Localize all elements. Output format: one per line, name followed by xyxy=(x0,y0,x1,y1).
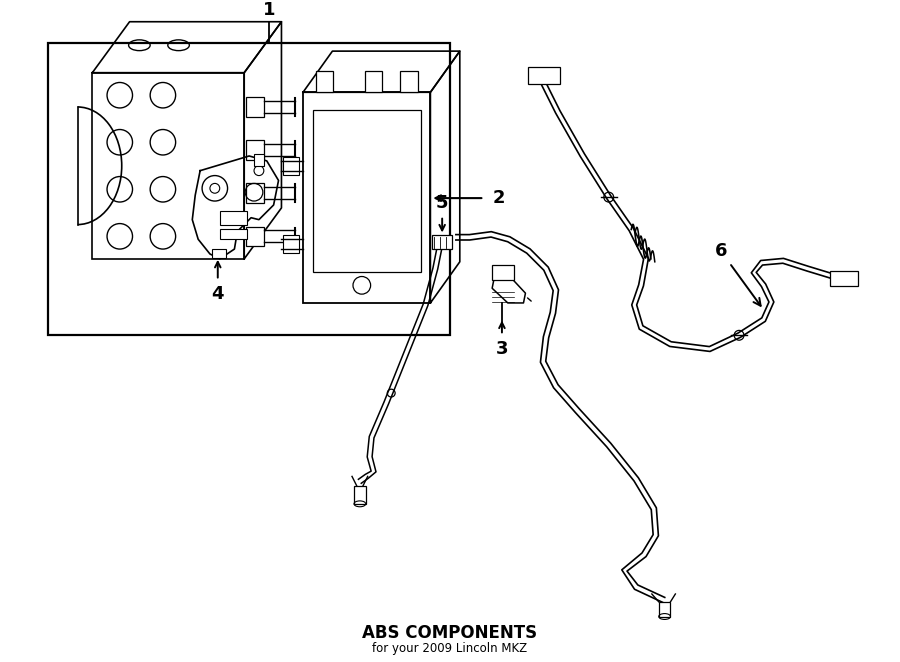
Text: for your 2009 Lincoln MKZ: for your 2009 Lincoln MKZ xyxy=(373,642,527,655)
Bar xyxy=(247,140,264,160)
Text: 4: 4 xyxy=(212,285,224,303)
Bar xyxy=(49,43,450,335)
Text: 1: 1 xyxy=(263,1,275,19)
Bar xyxy=(316,71,333,92)
Bar xyxy=(93,73,244,259)
Text: 2: 2 xyxy=(493,189,506,207)
Bar xyxy=(492,265,514,281)
Bar xyxy=(220,230,248,239)
Bar xyxy=(247,97,264,117)
Bar xyxy=(284,236,299,253)
Bar xyxy=(830,271,858,286)
Text: ABS COMPONENTS: ABS COMPONENTS xyxy=(363,624,537,642)
Bar xyxy=(313,110,420,271)
Text: 6: 6 xyxy=(715,242,760,306)
Text: 3: 3 xyxy=(496,340,508,358)
Bar xyxy=(400,71,418,92)
Bar xyxy=(432,236,452,249)
Bar xyxy=(254,154,264,166)
FancyArrowPatch shape xyxy=(527,298,531,301)
Bar xyxy=(354,486,365,504)
Bar xyxy=(247,226,264,246)
Bar xyxy=(212,249,226,258)
Bar xyxy=(303,92,430,303)
Bar xyxy=(247,183,264,203)
Bar xyxy=(364,71,382,92)
Bar xyxy=(659,602,670,616)
Text: 5: 5 xyxy=(436,194,448,212)
Bar xyxy=(284,157,299,175)
Bar xyxy=(220,211,248,224)
Bar xyxy=(528,67,560,85)
